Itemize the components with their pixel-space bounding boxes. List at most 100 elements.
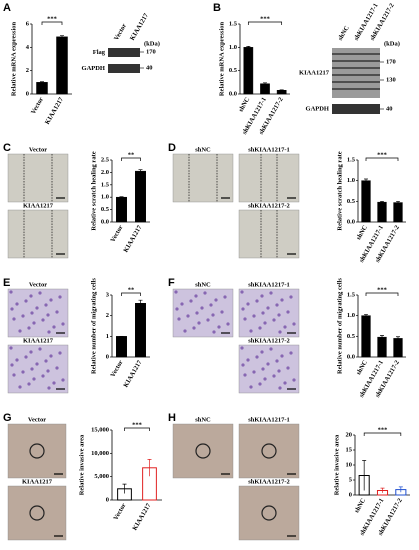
cell	[286, 310, 290, 314]
cell	[41, 374, 45, 378]
cell	[289, 351, 293, 355]
cell	[61, 378, 65, 382]
error-bar	[246, 46, 251, 49]
cell	[61, 322, 65, 326]
cell	[278, 386, 282, 390]
cell	[266, 306, 270, 310]
y-tick-label: 6	[26, 20, 30, 27]
error-bar	[138, 299, 143, 307]
significance-label: ***	[47, 15, 57, 22]
cell	[52, 381, 56, 385]
significance-bracket	[124, 427, 150, 431]
y-tick-label: 0	[106, 496, 109, 503]
image-caption: Vector	[28, 416, 46, 423]
bar	[377, 336, 387, 358]
cell	[12, 373, 16, 377]
cell	[10, 307, 14, 311]
cell	[249, 329, 253, 333]
cell	[243, 373, 247, 377]
y-axis-label: Relative invasive area	[333, 434, 340, 495]
image-caption: shNC	[195, 416, 211, 423]
bar	[135, 170, 146, 223]
cell	[55, 310, 59, 314]
cell	[209, 303, 213, 307]
y-tick-label: 0.5	[101, 206, 110, 213]
error-bar	[396, 336, 400, 341]
cell	[263, 321, 267, 325]
cell	[240, 346, 244, 350]
image-caption: shKIAA1217-2	[248, 202, 290, 209]
cell	[44, 303, 48, 307]
image-caption: KIAA1217	[23, 337, 54, 344]
cell	[55, 366, 59, 370]
y-tick-label: 0.0	[101, 218, 109, 225]
cell	[18, 385, 22, 389]
error-bar	[60, 35, 64, 38]
panel-label: B	[213, 2, 221, 14]
y-tick-label: 10	[346, 461, 353, 468]
cell	[197, 321, 201, 325]
cell	[52, 325, 56, 329]
y-tick-label: 0.5	[347, 198, 356, 205]
significance-bracket	[363, 432, 402, 436]
error-bar	[364, 314, 368, 317]
error-bar	[138, 169, 143, 173]
cell	[30, 311, 34, 315]
bar	[393, 202, 403, 223]
bar	[36, 82, 48, 95]
cell	[277, 313, 281, 317]
marker-label: 170	[146, 48, 156, 55]
cell	[252, 370, 256, 374]
blot-band	[332, 48, 380, 98]
cell	[269, 291, 273, 295]
error-bar	[362, 460, 367, 491]
y-tick-label: 0	[106, 353, 109, 360]
bar	[377, 201, 387, 223]
cell	[27, 326, 31, 330]
image-caption: shKIAA1217-1	[248, 416, 290, 423]
cell	[277, 369, 281, 373]
blot-band	[108, 64, 140, 73]
x-tick-label: shNC	[353, 497, 367, 514]
y-tick-label: 4	[26, 44, 30, 51]
cell	[272, 374, 276, 378]
cell	[278, 330, 282, 334]
y-tick-label: 0.5	[229, 67, 238, 74]
image-caption: KIAA1217	[22, 478, 53, 485]
cell	[18, 329, 22, 333]
error-bar	[398, 486, 403, 493]
error-bar	[380, 335, 384, 339]
significance-bracket	[121, 292, 141, 296]
spheroid	[195, 443, 211, 459]
micrograph	[238, 209, 300, 259]
cell	[27, 382, 31, 386]
cell	[203, 291, 207, 295]
y-tick-label: 15	[346, 446, 353, 453]
significance-label: **	[128, 151, 135, 158]
y-axis-label: Relative scratch healing rate	[90, 151, 97, 230]
marker-label: 130	[386, 76, 396, 83]
panel-label: A	[3, 2, 11, 14]
x-tick-label: shNC	[238, 96, 252, 113]
cell	[21, 370, 25, 374]
cell	[263, 377, 267, 381]
cell	[283, 381, 287, 385]
bar	[243, 47, 254, 95]
cell	[38, 347, 42, 351]
cell	[240, 290, 244, 294]
y-tick-label: 0.5	[347, 333, 356, 340]
cell	[9, 346, 13, 350]
cell	[15, 358, 19, 362]
significance-label: ***	[260, 15, 270, 22]
y-tick-label: 2.5	[101, 156, 110, 163]
error-bar	[122, 483, 127, 494]
bar	[116, 336, 127, 358]
cell	[226, 322, 230, 326]
error-bar	[364, 178, 368, 183]
cell	[38, 291, 42, 295]
cell	[46, 369, 50, 373]
y-tick-label: 1.5	[229, 20, 238, 27]
image-caption: Vector	[29, 146, 47, 153]
blot-row-label: Flag	[93, 49, 106, 56]
cell	[29, 350, 33, 354]
